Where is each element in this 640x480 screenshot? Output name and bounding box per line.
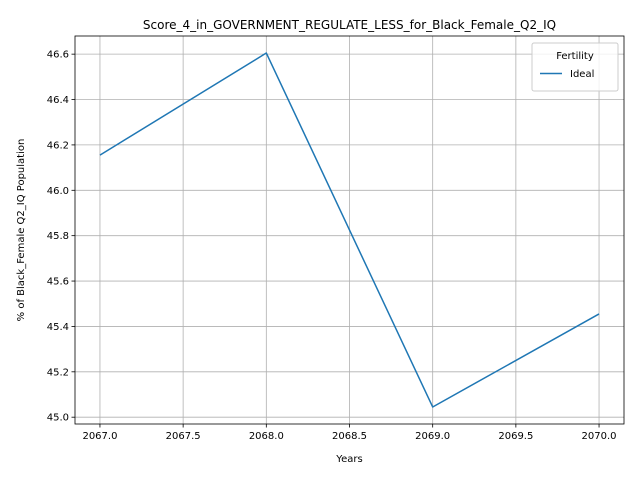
y-tick-label: 46.0 [47,186,69,197]
legend-label: Ideal [570,69,594,80]
x-tick-label: 2069.0 [415,431,450,442]
x-tick-label: 2068.5 [332,431,367,442]
y-tick-label: 45.0 [47,413,69,424]
legend: Fertility Ideal [531,42,619,92]
grid [75,36,624,424]
legend-entries: Ideal [540,69,594,80]
legend-box [531,42,619,92]
y-tick-label: 45.4 [47,322,69,333]
y-tick-label: 45.6 [47,277,69,288]
y-tick-label: 46.4 [47,95,69,106]
x-tick-label: 2069.5 [498,431,533,442]
x-tick-label: 2067.0 [82,431,117,442]
x-tick-label: 2070.0 [582,431,617,442]
series-line-0 [99,52,600,408]
series-lines [99,52,600,408]
y-tick-label: 45.2 [47,367,69,378]
y-axis-ticks: 45.0 45.2 45.4 45.6 45.8 46.0 46.2 46.4 46.6 [47,50,75,424]
x-axis-label: Years [335,454,362,465]
y-axis-label: % of Black_Female Q2_IQ Population [16,139,27,322]
y-tick-label: 46.2 [47,140,69,151]
x-tick-label: 2067.5 [166,431,201,442]
chart-title: Score_4_in_GOVERNMENT_REGULATE_LESS_for_… [143,18,556,32]
y-tick-label: 45.8 [47,231,69,242]
y-tick-label: 46.6 [47,50,69,61]
legend-title: Fertility [556,51,594,62]
x-tick-label: 2068.0 [249,431,284,442]
x-axis-ticks: 2067.0 2067.5 2068.0 2068.5 2069.0 2069.5 2070… [82,424,617,442]
